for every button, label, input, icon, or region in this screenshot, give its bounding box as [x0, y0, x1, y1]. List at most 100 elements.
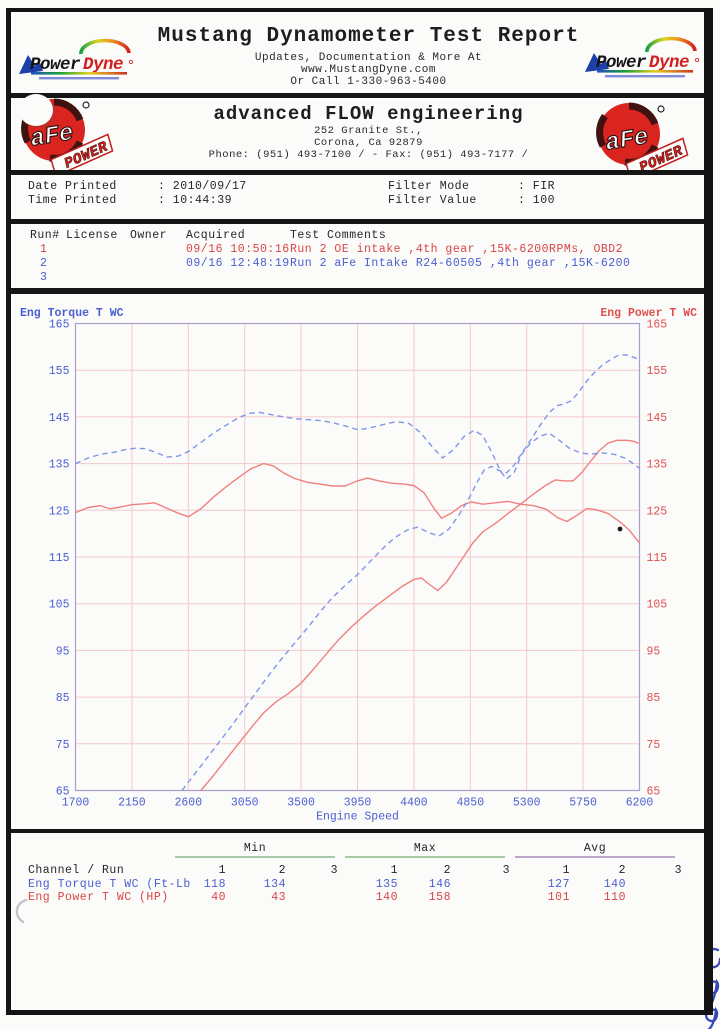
report-header: Mustang Dynamometer Test Report Updates,… — [11, 12, 704, 93]
x-tick: 1700 — [62, 797, 90, 810]
x-tick: 4850 — [456, 797, 484, 810]
logo-power-text: Power — [30, 55, 81, 75]
series-1-curve — [75, 462, 641, 544]
registered-mark-icon — [129, 59, 134, 64]
y-tick-left: 125 — [49, 505, 70, 518]
scan-speck-artifact — [617, 526, 623, 532]
x-tick: 3500 — [287, 797, 315, 810]
avg-underline — [515, 856, 675, 858]
y-tick-right: 75 — [647, 739, 661, 752]
tagline-smudge — [39, 77, 119, 80]
date-printed-value: : 2010/09/17 — [158, 180, 247, 193]
summary-cell: 134 — [263, 878, 286, 891]
time-printed-value: : 10:44:39 — [158, 194, 233, 207]
run-col-header: Run# — [30, 229, 60, 242]
run-col: 2 — [443, 864, 451, 877]
run-acquired: 09/16 10:50:16 — [186, 243, 290, 256]
run-col: 1 — [218, 864, 226, 877]
dyno-chart: 165 165 155 155 145 145 135 135 125 125 115 115 105 1… — [20, 307, 697, 824]
section-divider — [11, 93, 704, 98]
company-phone: Phone: (951) 493-7100 / - Fax: (951) 493… — [208, 149, 529, 161]
min-underline — [175, 856, 335, 858]
powerdyne-logo-left: Power Dyne — [17, 38, 139, 86]
run-col: 2 — [278, 864, 286, 877]
handwritten-marks — [704, 947, 720, 1029]
summary-cell: 40 — [211, 891, 226, 904]
hole-punch-artifact — [19, 94, 53, 126]
run-comments: Run 2 aFe Intake R24-60505 ,4th gear ,15… — [290, 257, 631, 270]
left-axis-title: Eng Torque T WC — [20, 307, 124, 320]
header-subline-2: www.MustangDyne.com — [301, 64, 436, 76]
run-col: 2 — [618, 864, 626, 877]
company-address-2: Corona, Ca 92879 — [314, 137, 423, 149]
powerdyne-logo-right: Power Dyne — [583, 36, 705, 84]
mountain-icon — [19, 55, 43, 74]
y-tick-left: 155 — [49, 365, 70, 378]
run-col: 1 — [390, 864, 398, 877]
tagline-smudge — [605, 75, 685, 78]
summary-cell: 127 — [547, 878, 570, 891]
y-tick-left: 135 — [49, 459, 70, 472]
company-address-1: 252 Granite St., — [314, 125, 423, 137]
comments-col-header: Test Comments — [290, 229, 387, 242]
summary-row-label: Eng Power T WC (HP) — [28, 891, 169, 904]
y-tick-right: 95 — [647, 645, 661, 658]
color-stripe — [597, 70, 693, 73]
acquired-col-header: Acquired — [186, 229, 246, 242]
section-divider — [11, 170, 704, 175]
logo-dyne-text: Dyne — [83, 55, 123, 75]
summary-table: Min Max Avg Channel / Run 1 2 3 1 2 3 1 … — [0, 833, 720, 1009]
x-tick: 5300 — [513, 797, 541, 810]
right-axis-title: Eng Power T WC — [600, 307, 697, 320]
summary-group-avg: Avg — [583, 842, 607, 855]
owner-col-header: Owner — [130, 229, 168, 242]
summary-group-min: Min — [243, 842, 267, 855]
run-acquired: 09/16 12:48:19 — [186, 257, 290, 270]
y-tick-right: 135 — [647, 459, 668, 472]
plot-border — [74, 322, 641, 792]
y-tick-left: 75 — [56, 739, 70, 752]
time-printed-label: Time Printed — [28, 194, 117, 207]
summary-cell: 135 — [375, 878, 398, 891]
filter-mode-value: : FIR — [518, 180, 556, 193]
y-tick-left: 145 — [49, 412, 70, 425]
run-col: 3 — [674, 864, 682, 877]
powerdyne-logo: Power Dyne — [585, 36, 700, 78]
summary-cell: 110 — [603, 891, 626, 904]
mountain-icon — [585, 53, 609, 72]
report-title: Mustang Dynamometer Test Report — [157, 25, 580, 48]
registered-mark-icon — [695, 57, 700, 62]
pen-mark-artifact — [15, 898, 28, 924]
afe-logo-right: aFe POWER — [591, 100, 701, 182]
series-2-curve — [200, 439, 640, 791]
header-subline-1: Updates, Documentation & More At — [254, 52, 483, 64]
section-divider — [11, 829, 704, 833]
y-tick-left: 115 — [49, 552, 70, 565]
x-tick: 3950 — [344, 797, 372, 810]
rainbow-arc-icon — [645, 36, 697, 53]
series-4-curve — [181, 354, 640, 791]
section-divider — [11, 288, 704, 294]
summary-cell: 140 — [603, 878, 626, 891]
print-info-section: Date Printed : 2010/09/17 Time Printed :… — [11, 175, 704, 219]
logo-power-text: Power — [596, 53, 647, 73]
y-tick-right: 65 — [647, 786, 661, 799]
y-tick-right: 165 — [647, 319, 668, 332]
max-underline — [345, 856, 505, 858]
company-name: advanced FLOW engineering — [213, 103, 524, 125]
y-tick-left: 105 — [49, 599, 70, 612]
registered-mark-icon — [657, 105, 665, 113]
y-tick-left: 85 — [56, 692, 70, 705]
summary-cell: 43 — [271, 891, 286, 904]
filter-value-label: Filter Value — [388, 194, 477, 207]
summary-cell: 101 — [547, 891, 570, 904]
y-tick-left: 165 — [49, 319, 70, 332]
x-tick: 3050 — [231, 797, 259, 810]
series-3-curve — [75, 411, 640, 480]
y-tick-right: 85 — [647, 692, 661, 705]
filter-mode-label: Filter Mode — [388, 180, 470, 193]
afe-text: aFe — [604, 124, 651, 157]
run-number: 3 — [40, 271, 48, 284]
x-axis-title: Engine Speed — [316, 811, 399, 824]
